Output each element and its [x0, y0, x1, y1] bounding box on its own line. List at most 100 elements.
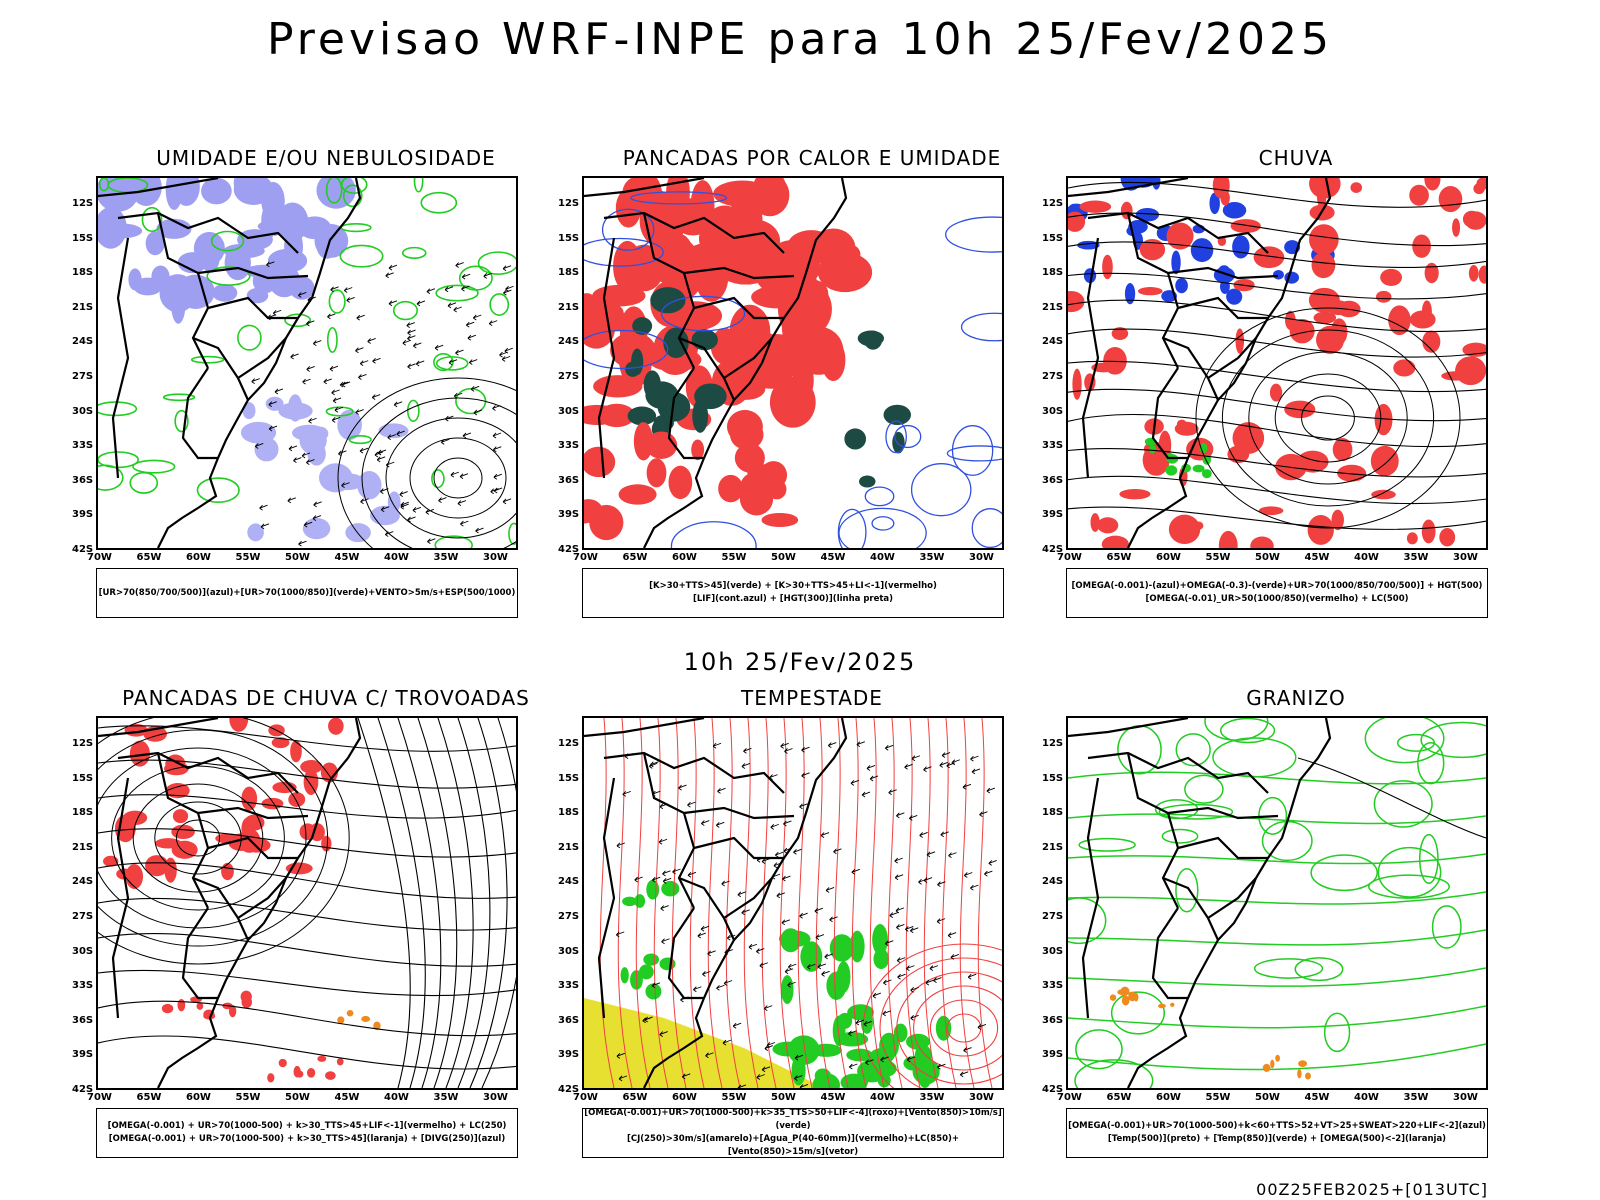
lat-tick-label: 18S — [1042, 807, 1064, 819]
lat-tick-label: 18S — [1042, 267, 1064, 279]
lon-tick-label: 60W — [672, 552, 697, 563]
lon-tick-label: 45W — [820, 552, 846, 563]
map-area[interactable] — [1066, 716, 1488, 1090]
lat-tick-label: 39S — [558, 1049, 580, 1061]
map-area[interactable] — [96, 716, 518, 1090]
lat-tick-label: 12S — [1042, 198, 1064, 209]
panel-legend: [OMEGA(-0.001)-(azul)+OMEGA(-0.3)-(verde… — [1066, 568, 1488, 618]
map-panel-pancadas-calor: PANCADAS POR CALOR E UMIDADE [K>30+TTS>4… — [558, 146, 1052, 626]
lon-tick-label: 45W — [820, 1092, 846, 1103]
lat-tick-label: 33S — [558, 440, 580, 452]
lon-tick-label: 45W — [334, 1092, 360, 1103]
legend-line: [K>30+TTS>45](verde) + [K>30+TTS>45+LI<-… — [649, 581, 937, 591]
map-panel-tempestade: TEMPESTADE [OMEGA(-0.001)+UR>70(1000-500… — [558, 686, 1052, 1166]
lon-tick-label: 65W — [136, 552, 162, 563]
lon-tick-label: 35W — [919, 1092, 945, 1103]
lat-tick-label: 39S — [558, 509, 580, 521]
legend-line: [CJ(250)>30m/s](amarelo)+[Agua_P(40-60mm… — [626, 1134, 960, 1157]
lat-tick-label: 30S — [558, 945, 580, 957]
lat-tick-label: 27S — [72, 371, 94, 382]
lon-tick-label: 55W — [721, 1092, 747, 1103]
lon-tick-label: 50W — [771, 552, 796, 563]
lon-tick-label: 30W — [969, 1092, 994, 1103]
map-area[interactable] — [582, 716, 1004, 1090]
lon-tick-label: 60W — [186, 1092, 211, 1103]
lat-tick-label: 30S — [72, 945, 94, 957]
lon-tick-label: 55W — [1205, 1092, 1231, 1103]
lon-tick-label: 65W — [622, 552, 648, 563]
lat-tick-label: 42S — [1042, 1084, 1064, 1095]
map-area[interactable] — [96, 176, 518, 550]
map-panel-trovoadas: PANCADAS DE CHUVA C/ TROVOADAS [OMEGA(-0… — [72, 686, 566, 1166]
lon-tick-label: 70W — [1057, 552, 1082, 563]
lon-tick-label: 70W — [1057, 1092, 1082, 1103]
legend-line: [OMEGA(-0.001)+UR>70(1000-500)+k>35_TTS>… — [584, 1108, 1002, 1131]
lon-tick-label: 55W — [235, 552, 261, 563]
panel-title: TEMPESTADE — [741, 686, 883, 710]
lat-tick-label: 15S — [72, 232, 94, 244]
lat-tick-label: 33S — [558, 980, 580, 992]
lat-tick-label: 24S — [558, 876, 580, 888]
lat-tick-label: 21S — [72, 841, 94, 853]
lon-tick-label: 70W — [573, 1092, 598, 1103]
lon-tick-label: 55W — [721, 552, 747, 563]
lon-tick-label: 35W — [433, 552, 459, 563]
lat-tick-label: 21S — [1042, 841, 1064, 853]
lon-tick-label: 30W — [969, 552, 994, 563]
lat-tick-label: 18S — [558, 267, 580, 279]
panel-title: PANCADAS POR CALOR E UMIDADE — [622, 146, 1002, 170]
lat-tick-label: 39S — [1042, 1049, 1064, 1061]
lon-tick-label: 50W — [285, 1092, 310, 1103]
lat-tick-label: 36S — [558, 474, 580, 486]
lon-tick-label: 60W — [186, 552, 211, 563]
panel-title: UMIDADE E/OU NEBULOSIDADE — [156, 146, 496, 170]
map-panel-umidade: UMIDADE E/OU NEBULOSIDADE [UR>70(850/700… — [72, 146, 566, 626]
map-canvas — [1068, 178, 1486, 548]
lon-tick-label: 40W — [384, 552, 409, 563]
lat-tick-label: 36S — [72, 474, 94, 486]
lat-tick-label: 36S — [1042, 1014, 1064, 1026]
lat-tick-label: 18S — [558, 807, 580, 819]
lat-tick-label: 39S — [1042, 509, 1064, 521]
lat-tick-label: 27S — [558, 371, 580, 382]
lat-tick-label: 42S — [558, 544, 580, 555]
panel-legend: [OMEGA(-0.001) + UR>70(1000-500) + k>30_… — [96, 1108, 518, 1158]
map-canvas — [584, 718, 1002, 1088]
lat-tick-label: 15S — [1042, 772, 1064, 784]
lat-tick-label: 30S — [1042, 945, 1064, 957]
lat-tick-label: 15S — [72, 772, 94, 784]
lat-tick-label: 42S — [1042, 544, 1064, 555]
lat-tick-label: 15S — [1042, 232, 1064, 244]
map-canvas — [584, 178, 1002, 548]
lon-tick-label: 40W — [1354, 552, 1379, 563]
lon-tick-label: 50W — [285, 552, 310, 563]
lat-tick-label: 27S — [1042, 371, 1064, 382]
lat-tick-label: 21S — [72, 301, 94, 313]
lon-tick-label: 65W — [622, 1092, 648, 1103]
lat-tick-label: 36S — [72, 1014, 94, 1026]
legend-line: [UR>70(850/700/500)](azul)+[UR>70(1000/8… — [98, 587, 516, 598]
lat-tick-label: 42S — [558, 1084, 580, 1095]
lon-tick-label: 30W — [1453, 552, 1478, 563]
panel-legend: [K>30+TTS>45](verde) + [K>30+TTS>45+LI<-… — [582, 568, 1004, 618]
lon-tick-label: 55W — [235, 1092, 261, 1103]
lon-tick-label: 45W — [1304, 552, 1330, 563]
lat-tick-label: 12S — [72, 738, 94, 749]
panel-title: PANCADAS DE CHUVA C/ TROVOADAS — [122, 686, 530, 710]
map-canvas — [98, 178, 516, 548]
lat-tick-label: 18S — [72, 267, 94, 279]
lat-tick-label: 42S — [72, 544, 94, 555]
map-area[interactable] — [1066, 176, 1488, 550]
lon-tick-label: 30W — [1453, 1092, 1478, 1103]
lat-tick-label: 36S — [1042, 474, 1064, 486]
panel-legend: [UR>70(850/700/500)](azul)+[UR>70(1000/8… — [96, 568, 518, 618]
map-area[interactable] — [582, 176, 1004, 550]
lat-tick-label: 33S — [1042, 440, 1064, 452]
lon-tick-label: 30W — [483, 1092, 508, 1103]
lon-tick-label: 70W — [87, 552, 112, 563]
lat-tick-label: 27S — [72, 911, 94, 922]
lat-tick-label: 33S — [1042, 980, 1064, 992]
legend-line: [OMEGA(-0.001) + UR>70(1000-500) + k>30_… — [108, 1134, 506, 1144]
lat-tick-label: 39S — [72, 509, 94, 521]
lon-tick-label: 70W — [573, 552, 598, 563]
